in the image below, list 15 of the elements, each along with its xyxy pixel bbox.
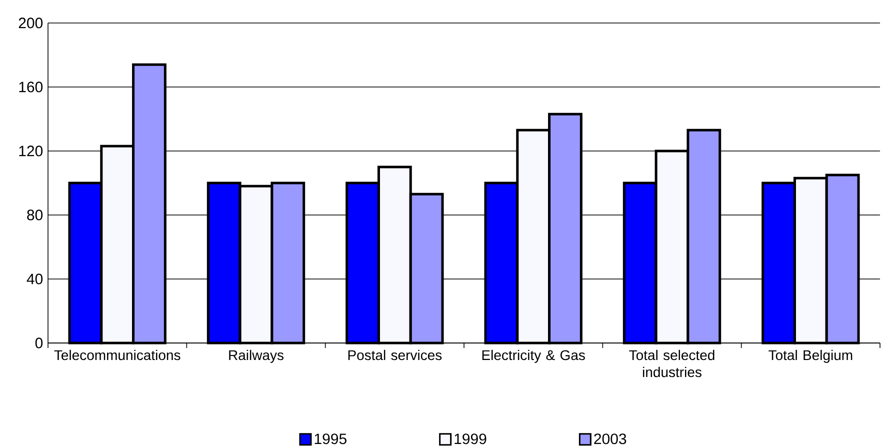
y-tick-label: 200 <box>18 18 43 28</box>
legend-label: 2003 <box>594 434 626 444</box>
y-tick-label: 0 <box>35 338 43 348</box>
y-tick-label: 160 <box>19 82 43 92</box>
x-tick-label: Postal services <box>348 350 442 360</box>
legend-label: 1995 <box>314 434 346 444</box>
x-tick-label: Telecommunications <box>54 350 180 360</box>
y-tick-label: 40 <box>26 274 43 284</box>
x-tick-label: Total Belgium <box>768 350 852 363</box>
x-tick-label: Total selected industries <box>629 350 714 378</box>
y-tick-label: 80 <box>27 210 43 220</box>
x-tick-label: Railways <box>229 350 284 363</box>
legend-label: 1999 <box>454 434 486 444</box>
y-tick-label: 120 <box>19 146 43 156</box>
x-tick-label: Electricity & Gas <box>482 350 585 363</box>
